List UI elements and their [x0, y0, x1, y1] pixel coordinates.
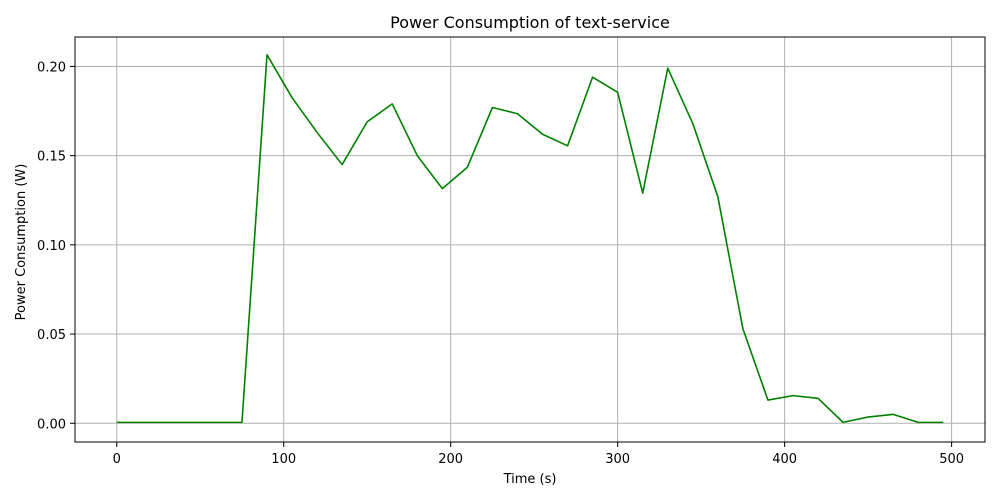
series-layer	[116, 54, 944, 424]
x-tick-label: 400	[772, 452, 797, 467]
x-tick-label: 500	[939, 452, 964, 467]
series-line	[116, 54, 944, 424]
x-tick-label: 100	[271, 452, 296, 467]
y-tick-label: 0.15	[37, 150, 66, 165]
y-tick-label: 0.05	[37, 328, 66, 343]
plot-frame	[74, 36, 986, 443]
y-tick-label: 0.00	[37, 417, 66, 432]
y-tick-label: 0.20	[37, 60, 66, 75]
y-tick-label: 0.10	[37, 239, 66, 254]
chart-title: Power Consumption of text-service	[390, 13, 670, 32]
x-tick-label: 300	[605, 452, 630, 467]
axis-ticks: 0 100 200 300 400 500 0.00 0.05 0.10 0.15 0.20	[37, 60, 964, 467]
y-axis-label: Power Consumption (W)	[14, 164, 29, 321]
x-axis-label: Time (s)	[503, 472, 557, 487]
grid-lines	[75, 37, 985, 442]
x-tick-label: 200	[438, 452, 463, 467]
x-tick-label: 0	[113, 452, 121, 467]
